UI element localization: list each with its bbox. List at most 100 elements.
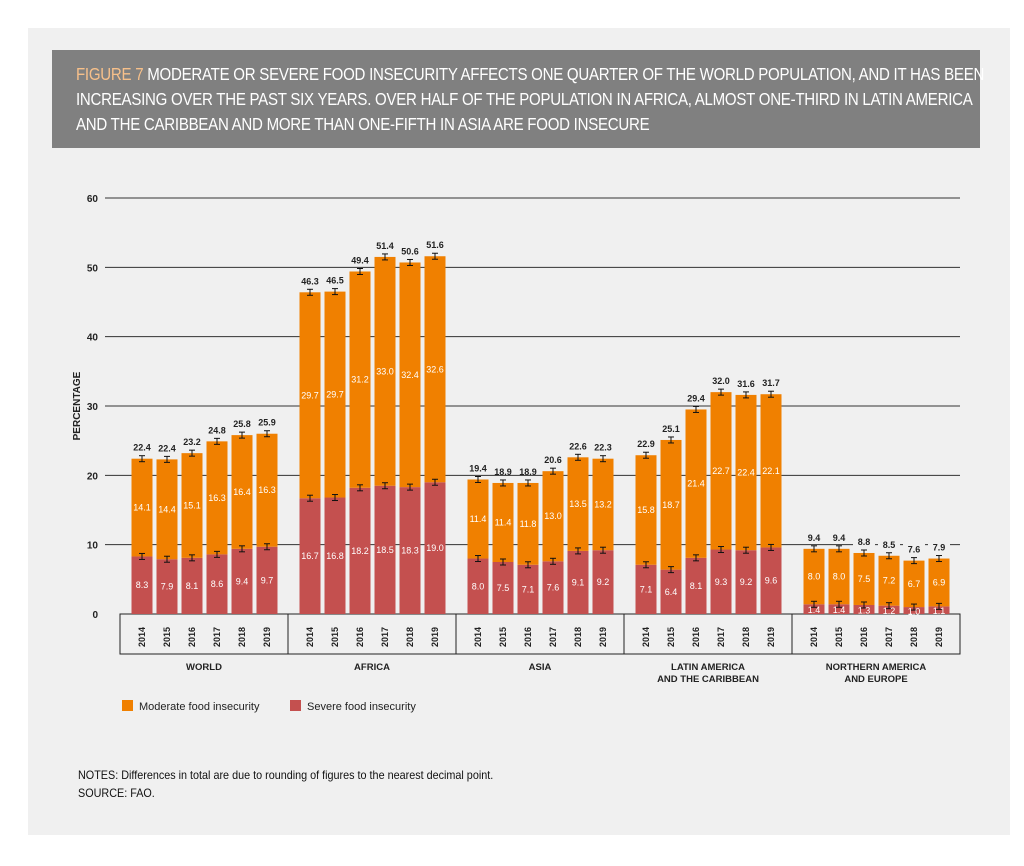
year-tick-label: 2017 [884, 627, 894, 647]
moderate-bar [492, 482, 514, 562]
severe-value-label: 7.6 [547, 583, 560, 593]
total-label: 31.7 [762, 378, 780, 388]
moderate-bar [903, 560, 925, 608]
label-bg [853, 535, 875, 548]
moderate-bar [424, 256, 446, 483]
severe-value-label: 1.3 [858, 605, 871, 615]
year-tick-label: 2019 [430, 627, 440, 647]
year-tick-label: 2015 [834, 627, 844, 647]
severe-bar [517, 564, 539, 614]
severe-bar [567, 550, 589, 614]
severe-value-label: 9.6 [765, 576, 778, 586]
year-tick-label: 2017 [380, 627, 390, 647]
total-label: 32.0 [712, 376, 730, 386]
year-tick-label: 2017 [548, 627, 558, 647]
severe-value-label: 9.4 [236, 576, 249, 586]
total-label: 7.6 [908, 545, 921, 555]
total-label: 24.8 [208, 425, 226, 435]
moderate-value-label: 21.4 [687, 479, 705, 489]
total-label: 50.6 [401, 246, 419, 256]
severe-bar [156, 559, 178, 614]
y-tick-label: 60 [87, 194, 99, 205]
moderate-bar [735, 394, 757, 551]
year-tick-label: 2018 [405, 627, 415, 647]
severe-bar [928, 606, 950, 614]
severe-value-label: 18.5 [376, 545, 394, 555]
severe-value-label: 9.7 [261, 575, 274, 585]
moderate-value-label: 22.1 [762, 466, 780, 476]
year-tick-label: 2019 [262, 627, 272, 647]
total-label: 22.4 [158, 443, 176, 453]
total-label: 25.9 [258, 418, 276, 428]
severe-bar [592, 550, 614, 614]
moderate-bar [542, 471, 564, 562]
moderate-value-label: 16.3 [258, 485, 276, 495]
moderate-value-label: 16.4 [233, 487, 251, 497]
group-label: LATIN AMERICA [671, 662, 745, 673]
total-label: 22.3 [594, 443, 612, 453]
moderate-bar [803, 548, 825, 605]
severe-bar [131, 556, 153, 614]
total-label: 29.4 [687, 393, 705, 403]
group-label: AFRICA [354, 662, 390, 673]
year-tick-label: 2016 [859, 627, 869, 647]
moderate-value-label: 13.5 [569, 499, 587, 509]
moderate-value-label: 16.3 [208, 493, 226, 503]
notes: NOTES: Differences in total are due to r… [78, 766, 493, 802]
moderate-value-label: 22.4 [737, 468, 755, 478]
group-label: WORLD [186, 662, 222, 673]
y-tick-label: 30 [87, 402, 99, 413]
figure-title: FIGURE 7 MODERATE OR SEVERE FOOD INSECUR… [76, 62, 988, 137]
severe-value-label: 8.6 [211, 579, 224, 589]
year-tick-label: 2019 [766, 627, 776, 647]
year-tick-label: 2019 [598, 627, 608, 647]
severe-value-label: 1.0 [908, 607, 921, 617]
severe-bar [256, 546, 278, 614]
total-label: 8.5 [883, 540, 896, 550]
y-tick-label: 50 [87, 263, 99, 274]
y-axis-label: PERCENTAGE [72, 371, 83, 440]
severe-value-label: 6.4 [665, 587, 678, 597]
label-bg [878, 538, 900, 551]
total-label: 19.4 [469, 463, 487, 473]
figure-title-text: MODERATE OR SEVERE FOOD INSECURITY AFFEC… [76, 64, 985, 134]
figure-title-box: FIGURE 7 MODERATE OR SEVERE FOOD INSECUR… [52, 50, 984, 148]
moderate-bar [131, 458, 153, 557]
moderate-value-label: 7.5 [858, 574, 871, 584]
label-bg [803, 531, 825, 544]
severe-bar [467, 558, 489, 614]
figure-panel [28, 28, 1010, 835]
moderate-value-label: 13.0 [544, 511, 562, 521]
moderate-value-label: 22.7 [712, 466, 730, 476]
moderate-value-label: 8.0 [808, 572, 821, 582]
severe-bar [542, 561, 564, 614]
severe-bar [492, 562, 514, 614]
moderate-bar [181, 453, 203, 558]
moderate-value-label: 11.4 [470, 514, 487, 524]
y-tick-label: 40 [87, 333, 99, 344]
x-axis-box [119, 613, 961, 655]
year-tick-label: 2019 [934, 627, 944, 647]
severe-bar [635, 564, 657, 614]
total-label: 51.6 [426, 240, 444, 250]
moderate-value-label: 6.7 [908, 579, 921, 589]
y-tick-label: 20 [87, 471, 99, 482]
year-tick-label: 2018 [909, 627, 919, 647]
total-label: 31.6 [737, 379, 755, 389]
year-tick-label: 2016 [523, 627, 533, 647]
total-label: 8.8 [858, 537, 871, 547]
total-label: 20.6 [544, 455, 562, 465]
moderate-bar [231, 435, 253, 549]
moderate-value-label: 29.7 [301, 390, 319, 400]
severe-value-label: 1.4 [833, 605, 846, 615]
moderate-bar [324, 291, 346, 498]
moderate-bar [467, 479, 489, 559]
year-tick-label: 2018 [741, 627, 751, 647]
severe-bar [299, 498, 321, 614]
severe-value-label: 1.2 [883, 606, 896, 616]
moderate-bar [374, 256, 396, 486]
severe-value-label: 18.3 [401, 546, 419, 556]
severe-bar [324, 497, 346, 614]
total-label: 51.4 [376, 241, 394, 251]
severe-value-label: 16.8 [326, 551, 344, 561]
